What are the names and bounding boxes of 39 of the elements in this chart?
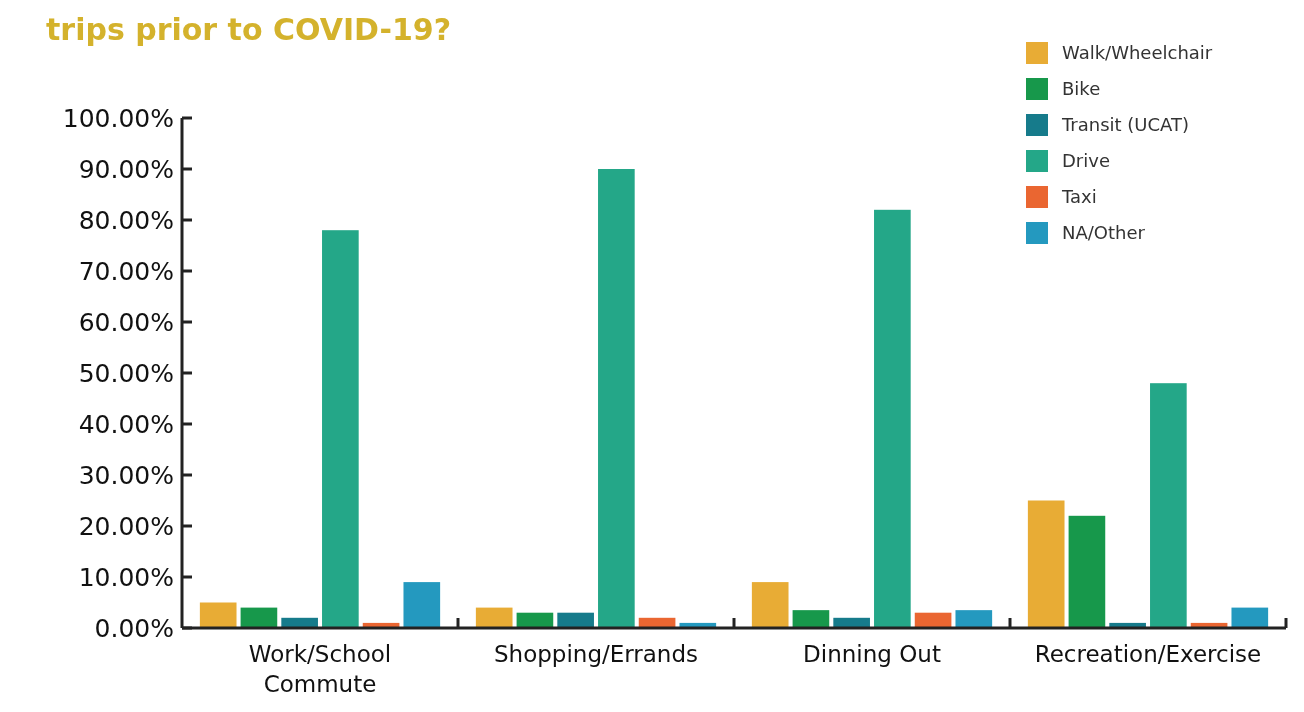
bar (322, 230, 359, 628)
y-tick-label: 30.00% (78, 460, 174, 490)
y-tick-label: 100.00% (62, 103, 174, 133)
y-tick-label: 90.00% (78, 154, 174, 184)
y-tick-label: 10.00% (78, 562, 174, 592)
x-tick-label: Dinning Out (803, 641, 941, 667)
y-tick-label: 50.00% (78, 358, 174, 388)
legend-label: Bike (1062, 78, 1101, 100)
bar (1231, 607, 1269, 628)
bar (1027, 500, 1065, 628)
bar (914, 612, 952, 628)
bar (792, 610, 830, 628)
x-tick-label: Shopping/Errands (493, 641, 699, 667)
y-tick-label: 20.00% (78, 511, 174, 541)
bar (475, 607, 513, 628)
bar (199, 602, 237, 628)
bar (751, 582, 789, 628)
y-tick-label: 0.00% (94, 613, 174, 643)
y-tick-label: 80.00% (78, 205, 174, 235)
y-tick-label: 40.00% (78, 409, 174, 439)
bar (1150, 383, 1187, 628)
chart-title: trips prior to COVID-19? (46, 12, 452, 47)
legend-label: NA/Other (1062, 222, 1146, 244)
y-tick-label: 60.00% (78, 307, 174, 337)
legend-label: Drive (1062, 150, 1110, 172)
bar (598, 169, 635, 628)
bar (955, 610, 993, 628)
legend-label: Walk/Wheelchair (1062, 42, 1213, 64)
y-tick-label: 70.00% (78, 256, 174, 286)
bar (1068, 515, 1106, 628)
bar (403, 582, 441, 628)
legend-label: Taxi (1061, 186, 1097, 208)
bar (874, 209, 911, 628)
x-tick-label: Recreation/Exercise (1034, 641, 1262, 667)
x-tick-label: Work/School Commute (248, 641, 392, 697)
bar (557, 612, 594, 628)
legend-label: Transit (UCAT) (1061, 114, 1190, 136)
bar (240, 607, 278, 628)
bar (516, 612, 554, 628)
